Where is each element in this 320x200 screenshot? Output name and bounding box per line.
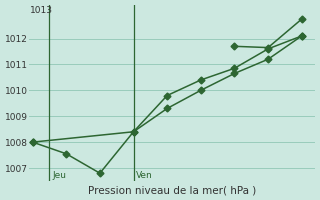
Text: 1013: 1013 — [30, 6, 53, 15]
Text: Jeu: Jeu — [52, 171, 66, 180]
Text: Ven: Ven — [136, 171, 153, 180]
X-axis label: Pression niveau de la mer( hPa ): Pression niveau de la mer( hPa ) — [88, 185, 256, 195]
